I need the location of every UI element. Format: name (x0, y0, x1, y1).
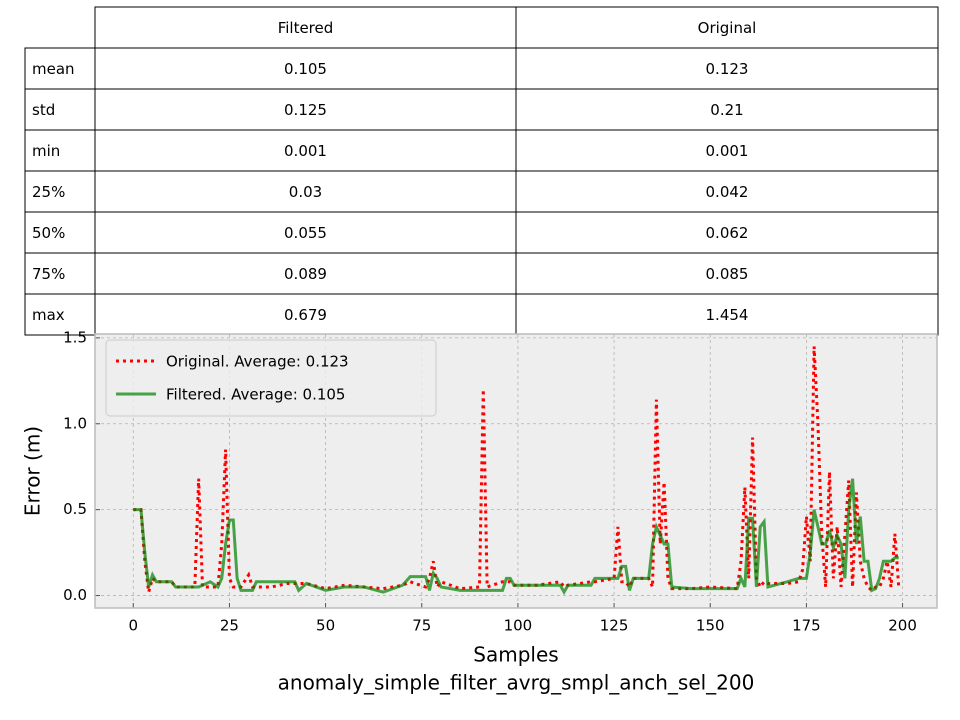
cell-value: 1.454 (706, 306, 749, 324)
cell-value: 0.679 (284, 306, 327, 324)
x-tick-label: 0 (128, 617, 138, 635)
y-axis-label: Error (m) (21, 426, 45, 516)
cell-value: 0.085 (706, 265, 749, 283)
x-tick-label: 100 (504, 617, 533, 635)
cell-value: 0.089 (284, 265, 327, 283)
x-tick-label: 200 (888, 617, 917, 635)
row-label: std (32, 101, 55, 119)
cell-value: 0.042 (706, 183, 749, 201)
x-tick-label: 125 (600, 617, 629, 635)
column-header: Filtered (278, 19, 334, 37)
x-tick-label: 150 (696, 617, 725, 635)
row-label: 25% (32, 183, 65, 201)
column-header: Original (698, 19, 757, 37)
legend-label: Original. Average: 0.123 (166, 353, 349, 371)
y-tick-label: 1.5 (63, 328, 87, 346)
cell-value: 0.123 (706, 60, 749, 78)
row-label: mean (32, 60, 75, 78)
y-tick-label: 0.0 (63, 586, 87, 604)
cell-value: 0.105 (284, 60, 327, 78)
y-tick-label: 0.5 (63, 500, 87, 518)
x-axis-label: anomaly_simple_filter_avrg_smpl_anch_sel… (278, 671, 755, 695)
legend-label: Filtered. Average: 0.105 (166, 386, 345, 404)
x-axis-label: Samples (473, 643, 558, 667)
plot-frame (94, 333, 938, 609)
x-tick-label: 50 (316, 617, 335, 635)
x-tick-label: 25 (220, 617, 239, 635)
row-label: max (32, 306, 65, 324)
row-label: 75% (32, 265, 65, 283)
y-tick-label: 1.0 (63, 414, 87, 432)
x-tick-label: 175 (792, 617, 821, 635)
cell-value: 0.125 (284, 101, 327, 119)
row-label: min (32, 142, 60, 160)
legend-box (105, 339, 437, 417)
series-line (133, 478, 899, 596)
cell-value: 0.001 (706, 142, 749, 160)
row-label: 50% (32, 224, 65, 242)
cell-value: 0.03 (289, 183, 322, 201)
cell-value: 0.055 (284, 224, 327, 242)
cell-value: 0.001 (284, 142, 327, 160)
cell-value: 0.062 (706, 224, 749, 242)
cell-value: 0.21 (710, 101, 743, 119)
x-tick-label: 75 (412, 617, 431, 635)
